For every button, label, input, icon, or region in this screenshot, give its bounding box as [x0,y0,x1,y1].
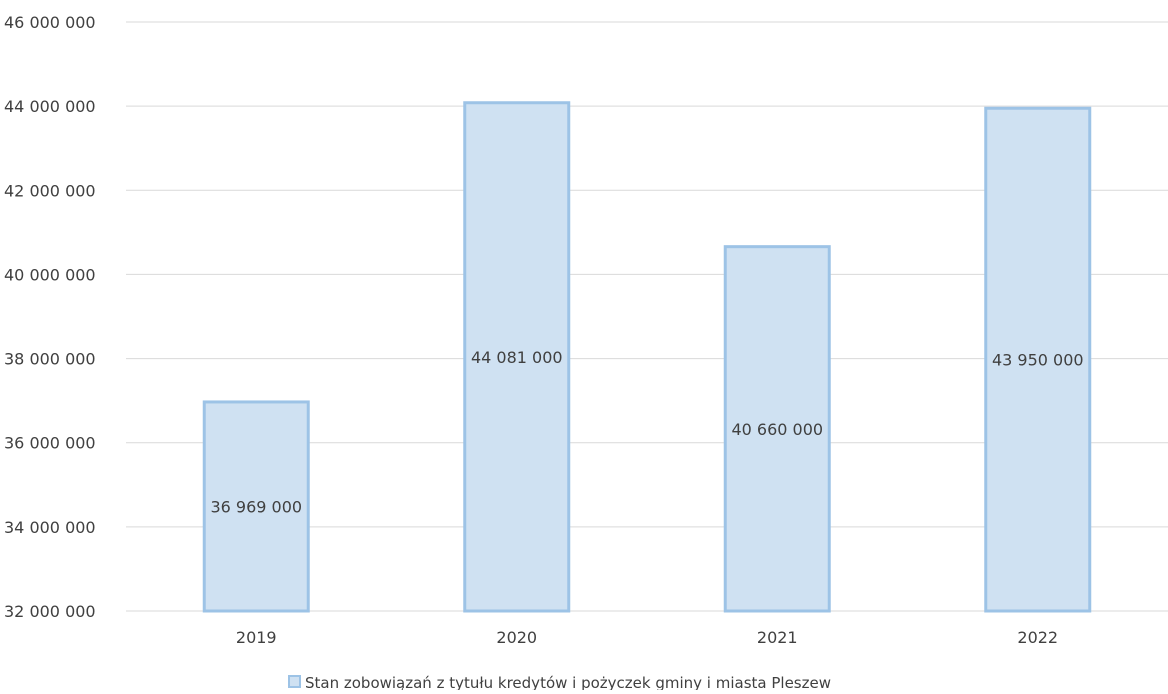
legend-swatch [288,675,301,688]
y-axis-tick-labels: 32 000 000 34 000 000 36 000 000 38 000 000… [4,13,96,621]
bar-data-label: 40 660 000 [731,420,823,439]
bar-data-label: 36 969 000 [210,497,302,516]
bar [723,245,831,613]
legend: Stan zobowiązań z tytułu kredytów i poży… [288,674,831,692]
bar-data-labels: 36 969 000 44 081 000 40 660 000 43 950 000 [210,348,1083,517]
bars [202,101,1092,613]
x-tick-label: 2022 [1017,628,1058,647]
bar [202,400,310,613]
x-axis-tick-labels: 2019 2020 2021 2022 [236,628,1058,647]
y-tick-label: 32 000 000 [4,602,96,621]
y-tick-label: 34 000 000 [4,518,96,537]
y-tick-label: 44 000 000 [4,97,96,116]
bar [463,101,571,613]
x-tick-label: 2019 [236,628,277,647]
y-tick-label: 46 000 000 [4,13,96,32]
legend-label: Stan zobowiązań z tytułu kredytów i poży… [305,674,831,690]
bar [984,106,1092,613]
bar-data-label: 43 950 000 [992,351,1084,370]
y-tick-label: 38 000 000 [4,350,96,369]
y-tick-label: 40 000 000 [4,265,96,284]
bar-data-label: 44 081 000 [471,348,563,367]
x-tick-label: 2020 [496,628,537,647]
y-tick-label: 42 000 000 [4,181,96,200]
x-tick-label: 2021 [757,628,798,647]
y-tick-label: 36 000 000 [4,434,96,453]
